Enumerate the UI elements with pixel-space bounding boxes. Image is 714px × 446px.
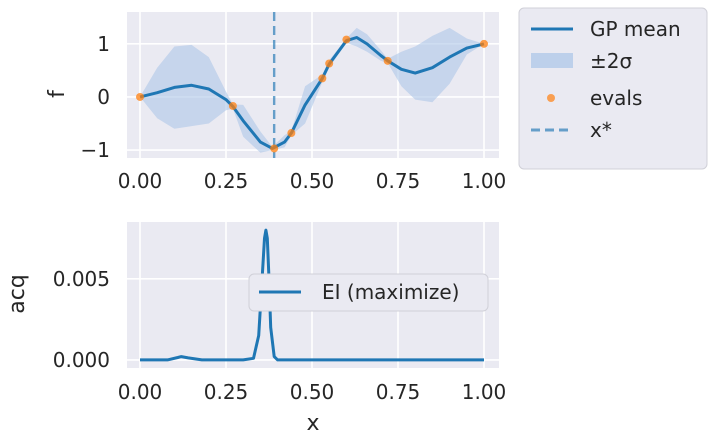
top-eval-points: [136, 35, 488, 153]
bottom-ytick-label: 0.005: [53, 267, 110, 291]
bottom-xtick-label: 1.00: [462, 380, 507, 404]
top-ylabel: f: [45, 89, 70, 98]
eval-point: [342, 35, 351, 44]
uncertainty-band-area: [140, 27, 484, 153]
ei-line: [140, 228, 484, 362]
gp-mean-line: [139, 36, 485, 150]
top-xtick-label: 0.00: [118, 169, 163, 193]
legend-xstar-label: x*: [590, 118, 612, 142]
legend-band-label: ±2σ: [590, 49, 632, 73]
eval-point: [136, 92, 144, 101]
eval-point: [325, 59, 334, 68]
bottom-ytick-label: 0.000: [53, 348, 110, 372]
bottom-xtick-labels: 0.00 0.25 0.50 0.75 1.00: [118, 380, 507, 404]
legend-ei-label: EI (maximize): [322, 280, 459, 304]
bottom-ei-line: [140, 228, 484, 362]
legend-evals-label: evals: [590, 86, 642, 110]
legend-band-swatch: [531, 53, 573, 68]
bottom-axes: 0.00 0.25 0.50 0.75 1.00 0.000 0.005 acq x: [5, 222, 506, 436]
top-ytick-label: −1: [81, 138, 110, 162]
legend-evals-swatch: [547, 94, 555, 102]
top-legend: GP mean ±2σ evals x*: [518, 7, 708, 170]
top-xtick-label: 1.00: [462, 169, 507, 193]
eval-point: [287, 129, 296, 138]
eval-point: [318, 74, 327, 83]
eval-point: [228, 101, 237, 110]
top-xtick-labels: 0.00 0.25 0.50 0.75 1.00: [118, 169, 507, 193]
bottom-ylabel: acq: [5, 274, 30, 314]
top-xtick-label: 0.25: [204, 169, 249, 193]
top-ytick-labels: −1 0 1: [81, 32, 110, 162]
bottom-legend: EI (maximize): [248, 273, 489, 312]
top-uncertainty-band: [140, 27, 484, 153]
top-xtick-label: 0.50: [290, 169, 335, 193]
bottom-xtick-label: 0.25: [204, 380, 249, 404]
eval-point: [383, 56, 392, 65]
bottom-xtick-label: 0.75: [376, 380, 421, 404]
bottom-xtick-label: 0.50: [290, 380, 335, 404]
top-ytick-label: 0: [97, 85, 110, 109]
top-ytick-label: 1: [97, 32, 110, 56]
bottom-legend-box: [248, 273, 489, 312]
top-axes: 0.00 0.25 0.50 0.75 1.00 −1 0 1 f: [45, 12, 506, 193]
top-xtick-label: 0.75: [376, 169, 421, 193]
eval-point: [270, 144, 279, 153]
bottom-xtick-label: 0.00: [118, 380, 163, 404]
top-gp-mean-line: [139, 36, 485, 150]
bottom-ytick-labels: 0.000 0.005: [53, 267, 110, 372]
bottom-xlabel: x: [306, 411, 319, 436]
legend-gp-mean-label: GP mean: [590, 17, 681, 41]
eval-point: [480, 39, 488, 48]
